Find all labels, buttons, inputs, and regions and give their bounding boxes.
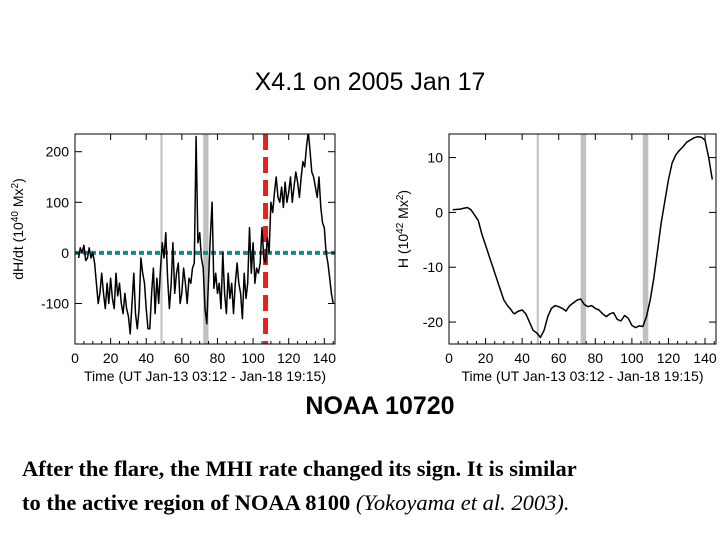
x-tick-label: 120 [277,350,301,366]
y-tick-label: -10 [423,259,443,275]
x-tick-label: 40 [138,350,154,366]
dhdt-series-line [77,134,334,335]
y-axis-label: H (1042 Mx2) [395,190,411,268]
x-tick-label: 120 [657,350,681,366]
x-tick-label: 20 [103,350,119,366]
y-tick-label: 0 [61,245,69,261]
time-band [642,134,649,344]
y-tick-label: 200 [46,144,70,160]
x-axis-label: Time (UT Jan-13 03:12 - Jan-18 19:15) [84,368,326,384]
y-ticks: -100 0 100 200 [41,144,335,312]
time-band [580,134,587,344]
x-tick-label: 20 [478,350,494,366]
x-tick-label: 60 [551,350,567,366]
chart-dhdt: 0 20 40 60 80 100 120 140 -100 0 100 200 Time (UT … [10,133,336,384]
time-bands [536,134,649,344]
y-tick-label: -20 [423,314,443,330]
y-ticks: -20 -10 0 10 [423,150,716,330]
time-band [203,134,209,344]
plot-frame [448,133,717,345]
y-tick-label: -100 [41,296,69,312]
figure-title: X4.1 on 2005 Jan 17 [254,68,486,96]
caption-line-2: to the active region of NOAA 8100 (Yokoy… [22,490,570,515]
region-label: NOAA 10720 [305,392,455,420]
helicity-series-line [452,135,714,339]
y-axis-label: dH/dt (1040 Mx2) [10,178,26,280]
y-tick-label: 100 [46,194,70,210]
caption-reference: (Yokoyama et al. 2003). [355,490,570,515]
time-bands [160,134,209,344]
time-band [536,134,539,344]
x-tick-label: 100 [620,350,644,366]
caption: After the flare, the MHI rate changed it… [22,452,720,520]
x-tick-label: 100 [241,350,265,366]
x-tick-label: 0 [445,350,453,366]
x-tick-label: 80 [210,350,226,366]
x-tick-label: 60 [174,350,190,366]
x-tick-label: 140 [693,350,717,366]
time-band [160,134,163,344]
x-axis-label: Time (UT Jan-13 03:12 - Jan-18 19:15) [461,368,703,384]
y-tick-label: 10 [427,150,443,166]
chart-helicity: 0 20 40 60 80 100 120 140 -20 -10 0 10 Time (UT Ja… [395,133,717,384]
caption-line-1: After the flare, the MHI rate changed it… [22,456,577,481]
y-tick-label: 0 [435,204,443,220]
x-ticks: 0 20 40 60 80 100 120 140 [445,134,717,366]
x-tick-label: 0 [71,350,79,366]
x-tick-label: 40 [514,350,530,366]
x-ticks: 0 20 40 60 80 100 120 140 [71,134,336,366]
x-tick-label: 80 [588,350,604,366]
plot-frame [74,133,336,345]
x-tick-label: 140 [313,350,337,366]
